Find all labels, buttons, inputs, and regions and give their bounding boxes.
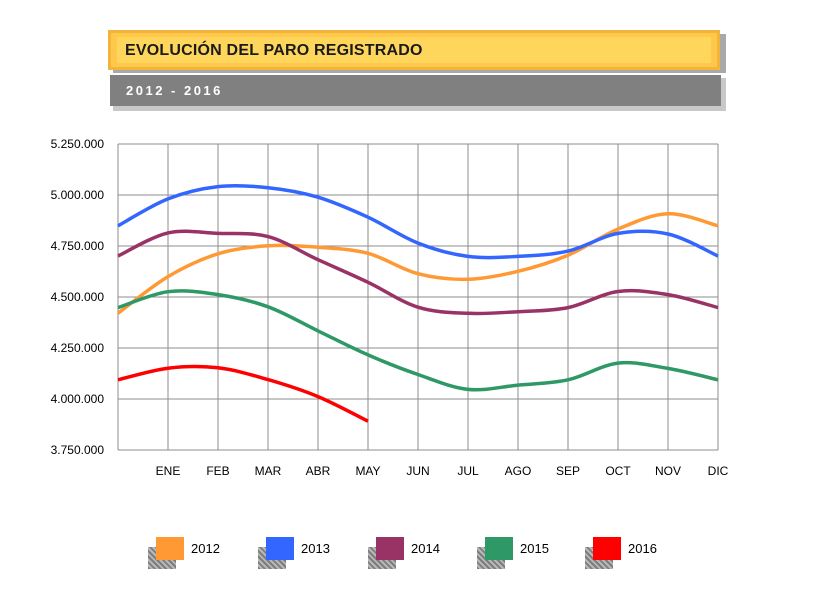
legend-label: 2013 <box>301 541 330 556</box>
x-tick-label: ENE <box>156 464 181 478</box>
y-tick-label: 4.500.000 <box>51 290 105 304</box>
legend-swatch <box>593 537 621 560</box>
x-tick-label: DIC <box>708 464 729 478</box>
y-tick-label: 4.250.000 <box>51 341 105 355</box>
series-line-2016 <box>117 364 369 423</box>
y-tick-label: 5.250.000 <box>51 137 105 151</box>
legend-swatch <box>266 537 294 560</box>
chart-subtitle: 2012 - 2016 <box>126 83 223 98</box>
x-tick-label: JUL <box>457 464 479 478</box>
x-tick-label: NOV <box>655 464 681 478</box>
y-tick-label: 5.000.000 <box>51 188 105 202</box>
title-banner: EVOLUCIÓN DEL PARO REGISTRADO <box>108 30 720 70</box>
legend-swatch <box>485 537 513 560</box>
x-tick-label: MAR <box>255 464 282 478</box>
legend-item-2015: 2015 <box>477 537 587 569</box>
x-tick-label: AGO <box>505 464 532 478</box>
series-line-2013 <box>117 183 719 260</box>
x-tick-label: ABR <box>306 464 331 478</box>
x-tick-label: JUN <box>406 464 429 478</box>
y-tick-label: 4.000.000 <box>51 392 105 406</box>
legend-label: 2016 <box>628 541 657 556</box>
series-line-2015 <box>117 289 719 392</box>
y-tick-label: 4.750.000 <box>51 239 105 253</box>
series-line-2014 <box>117 229 719 316</box>
x-tick-label: SEP <box>556 464 580 478</box>
y-tick-label: 3.750.000 <box>51 443 105 457</box>
legend-swatch <box>376 537 404 560</box>
title-banner-inner <box>117 37 711 63</box>
legend-item-2014: 2014 <box>368 537 478 569</box>
series-line-2012 <box>116 212 719 315</box>
chart-title: EVOLUCIÓN DEL PARO REGISTRADO <box>125 42 423 59</box>
x-tick-label: OCT <box>605 464 631 478</box>
x-tick-label: MAY <box>355 464 380 478</box>
x-tick-label: FEB <box>206 464 229 478</box>
legend-item-2013: 2013 <box>258 537 368 569</box>
legend-item-2012: 2012 <box>148 537 258 569</box>
legend-label: 2015 <box>520 541 549 556</box>
subtitle-banner: 2012 - 2016 <box>110 75 721 106</box>
legend-item-2016: 2016 <box>585 537 695 569</box>
legend-swatch <box>156 537 184 560</box>
legend-label: 2012 <box>191 541 220 556</box>
legend-label: 2014 <box>411 541 440 556</box>
